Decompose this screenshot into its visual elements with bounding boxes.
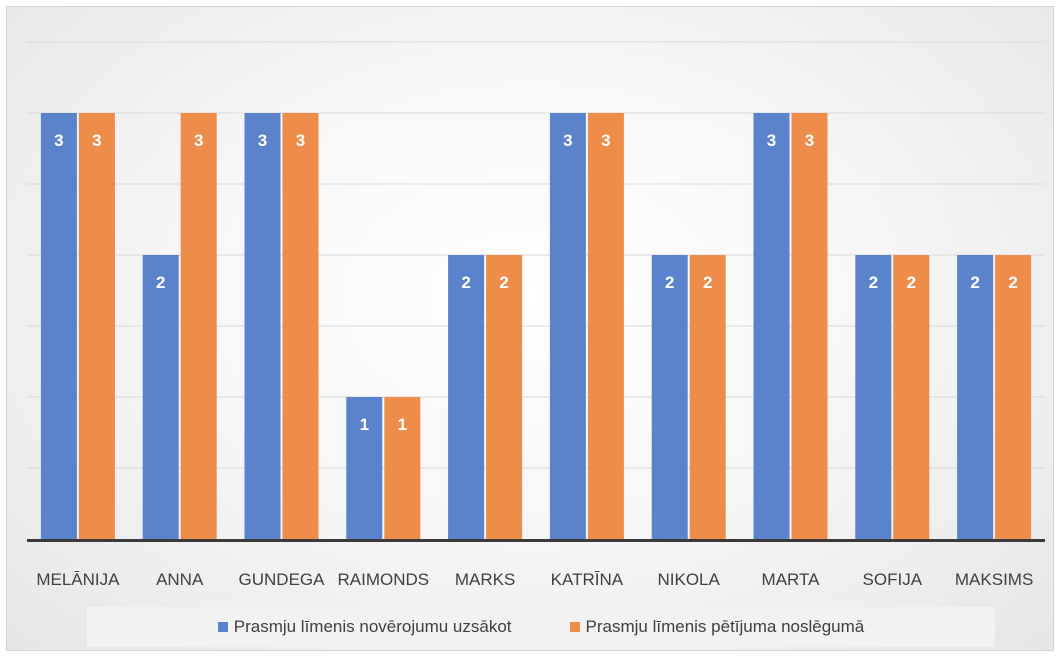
bar-series-1-4 [448, 255, 485, 539]
bar-series-2-1 [180, 113, 217, 539]
data-label-series-1-9: 2 [970, 273, 979, 292]
data-label-series-2-7: 3 [805, 131, 814, 150]
category-label-1: ANNA [156, 570, 204, 589]
legend-item-series-1: Prasmju līmenis novērojumu uzsākot [217, 617, 512, 637]
data-label-series-2-6: 2 [703, 273, 712, 292]
bar-series-1-7 [753, 113, 790, 539]
data-label-series-1-6: 2 [665, 273, 674, 292]
category-label-6: NIKOLA [657, 570, 720, 589]
bar-series-2-2 [282, 113, 319, 539]
bar-series-2-0 [78, 113, 115, 539]
legend-label-series-2: Prasmju līmenis pētījuma noslēgumā [585, 617, 865, 636]
category-label-4: MARKS [454, 570, 516, 589]
bar-series-1-8 [855, 255, 892, 539]
data-label-series-2-0: 3 [92, 131, 101, 150]
bar-series-1-1 [142, 255, 179, 539]
category-label-5: KATRĪNA [550, 570, 624, 589]
bar-series-1-2 [244, 113, 281, 539]
bar-series-2-4 [486, 255, 523, 539]
legend-label-series-1: Prasmju līmenis novērojumu uzsākot [233, 617, 512, 636]
chart-legend: Prasmju līmenis novērojumu uzsākot Prasm… [87, 607, 995, 647]
legend-swatch-series-2 [569, 622, 580, 632]
data-label-series-2-4: 2 [499, 273, 508, 292]
bar-series-2-6 [689, 255, 726, 539]
bar-series-2-3 [384, 397, 421, 539]
category-label-2: GUNDEGA [238, 570, 325, 589]
data-label-series-2-9: 2 [1008, 273, 1017, 292]
category-label-9: MAKSIMS [954, 570, 1034, 589]
bar-series-2-5 [587, 113, 624, 539]
data-label-series-1-3: 1 [360, 415, 369, 434]
data-label-series-1-7: 3 [767, 131, 776, 150]
bar-series-1-3 [346, 397, 383, 539]
data-label-series-1-1: 2 [156, 273, 165, 292]
data-label-series-1-2: 3 [258, 131, 267, 150]
bar-chart-plot: 3 3 2 3 3 3 1 1 2 2 3 3 2 2 3 3 2 2 2 2 [27, 41, 1045, 542]
category-label-7: MARTA [761, 570, 820, 589]
data-label-series-2-8: 2 [907, 273, 916, 292]
data-label-series-1-4: 2 [461, 273, 470, 292]
category-label-0: MELĀNIJA [36, 570, 120, 589]
chart-area: 3 3 2 3 3 3 1 1 2 2 3 3 2 2 3 3 2 2 2 2 MELĀNIJA ANNA GUNDEGA… [6, 6, 1054, 651]
bar-series-2-7 [791, 113, 828, 539]
bar-series-1-6 [651, 255, 688, 539]
data-label-series-1-0: 3 [54, 131, 63, 150]
bar-series-1-9 [957, 255, 994, 539]
bar-series-1-5 [549, 113, 586, 539]
data-label-series-2-2: 3 [296, 131, 305, 150]
legend-item-series-2: Prasmju līmenis pētījuma noslēgumā [569, 617, 865, 637]
bar-series-2-9 [995, 255, 1032, 539]
bar-series-2-8 [893, 255, 930, 539]
legend-swatch-series-1 [217, 622, 228, 632]
data-label-series-2-5: 3 [601, 131, 610, 150]
data-label-series-1-8: 2 [869, 273, 878, 292]
data-label-series-2-3: 1 [398, 415, 407, 434]
data-label-series-1-5: 3 [563, 131, 572, 150]
category-label-8: SOFIJA [862, 570, 923, 589]
data-label-series-2-1: 3 [194, 131, 203, 150]
category-label-3: RAIMONDS [337, 570, 430, 589]
bar-series-1-0 [40, 113, 77, 539]
